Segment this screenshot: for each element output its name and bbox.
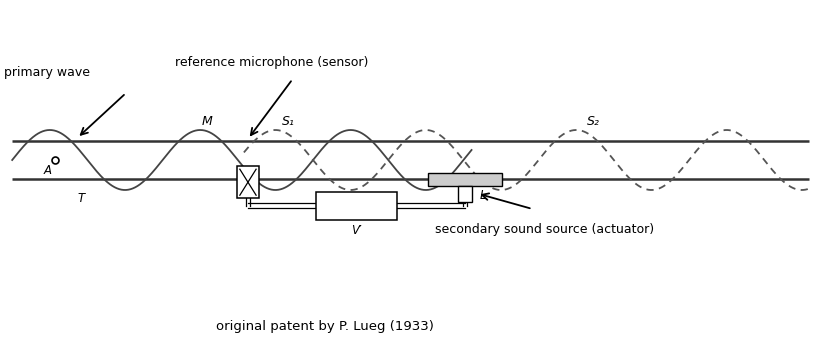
Text: primary wave: primary wave: [4, 66, 90, 79]
Bar: [428, 172, 502, 185]
Text: reference microphone (sensor): reference microphone (sensor): [175, 56, 368, 69]
Text: M: M: [202, 115, 213, 128]
Text: L: L: [480, 188, 486, 201]
Text: secondary sound source (actuator): secondary sound source (actuator): [435, 223, 654, 236]
Text: A: A: [43, 164, 51, 177]
Bar: [315, 192, 397, 219]
Text: T: T: [78, 192, 85, 205]
Text: original patent by P. Lueg (1933): original patent by P. Lueg (1933): [216, 320, 434, 333]
Bar: [458, 185, 472, 201]
Text: V′: V′: [351, 225, 362, 238]
Text: S₁: S₁: [282, 115, 295, 128]
Bar: [237, 166, 259, 198]
Text: S₂: S₂: [587, 115, 600, 128]
